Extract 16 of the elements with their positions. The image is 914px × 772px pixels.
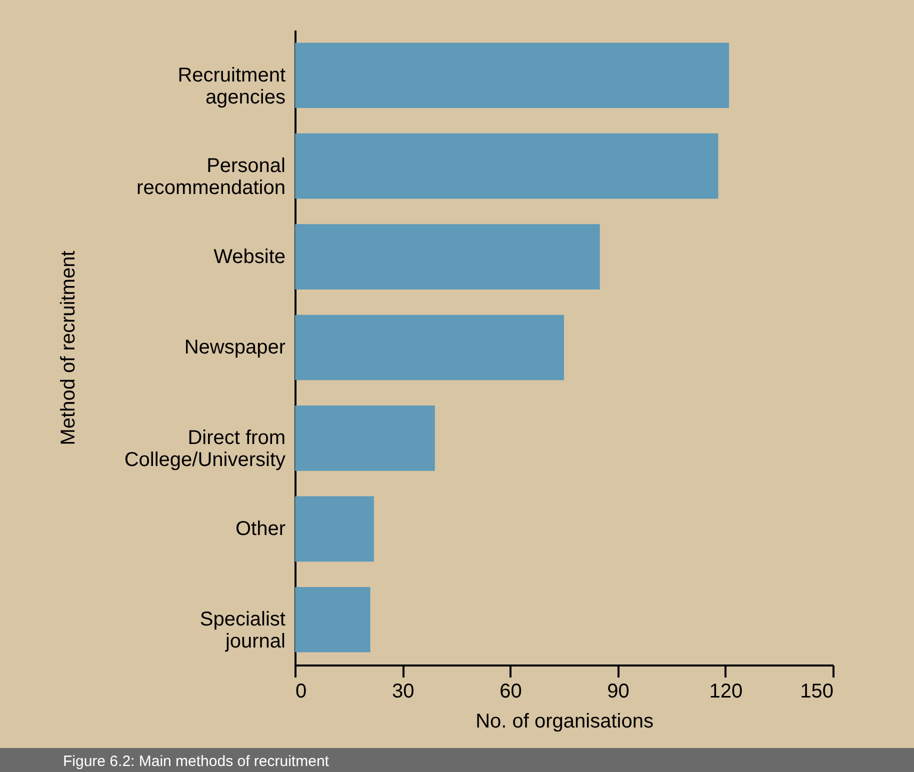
x-tick-label: 150 <box>800 680 834 702</box>
y-axis-title: Method of recruitment <box>58 250 80 446</box>
x-tick-label: 90 <box>607 680 630 702</box>
x-axis-title: No. of organisations <box>476 710 654 732</box>
y-tick-label: Direct from College/University <box>124 427 286 472</box>
y-tick-label: Website <box>214 246 286 268</box>
x-tick-label: 120 <box>709 680 743 702</box>
y-tick-label: Newspaper <box>184 336 286 358</box>
y-tick-label: Other <box>235 518 286 540</box>
y-tick-label: Recruitment agencies <box>178 64 286 108</box>
caption: Figure 6.2: Main methods of recruitment <box>63 753 330 770</box>
y-tick-label: Personal recommendation <box>136 155 286 200</box>
x-tick-label: 0 <box>296 680 307 702</box>
x-tick-label: 60 <box>500 680 522 702</box>
y-tick-label: Specialist journal <box>200 608 286 653</box>
x-tick-label: 30 <box>392 680 414 702</box>
